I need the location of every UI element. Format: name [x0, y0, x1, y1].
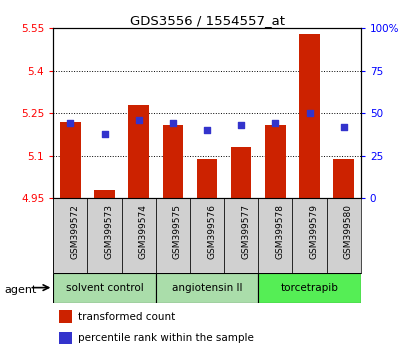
Point — [135, 117, 142, 123]
Bar — [162, 125, 183, 198]
Point — [272, 121, 278, 126]
Text: angiotensin II: angiotensin II — [171, 282, 242, 293]
Text: GSM399580: GSM399580 — [343, 204, 352, 259]
Bar — [230, 147, 251, 198]
Bar — [258, 198, 292, 273]
Point — [203, 127, 210, 133]
Bar — [265, 125, 285, 198]
Bar — [326, 198, 360, 273]
Bar — [59, 310, 72, 323]
Point — [306, 110, 312, 116]
Bar — [128, 105, 148, 198]
Bar — [155, 273, 258, 303]
Text: solvent control: solvent control — [65, 282, 143, 293]
Bar — [196, 159, 217, 198]
Bar — [94, 190, 115, 198]
Bar — [60, 122, 81, 198]
Bar — [189, 198, 224, 273]
Text: GSM399575: GSM399575 — [173, 204, 182, 259]
Text: GSM399578: GSM399578 — [275, 204, 284, 259]
Point — [339, 124, 346, 130]
Point — [67, 121, 74, 126]
Text: GSM399573: GSM399573 — [104, 204, 113, 259]
Bar — [299, 34, 319, 198]
Text: percentile rank within the sample: percentile rank within the sample — [78, 333, 253, 343]
Text: GSM399574: GSM399574 — [138, 204, 147, 259]
Point — [101, 131, 108, 137]
Bar — [53, 198, 87, 273]
Bar — [155, 198, 189, 273]
Bar — [53, 273, 155, 303]
Text: GSM399572: GSM399572 — [70, 204, 79, 259]
Point — [169, 121, 176, 126]
Bar — [121, 198, 155, 273]
Bar — [224, 198, 258, 273]
Text: GSM399577: GSM399577 — [240, 204, 249, 259]
Text: torcetrapib: torcetrapib — [280, 282, 338, 293]
Bar — [59, 332, 72, 344]
Bar — [333, 159, 353, 198]
Point — [237, 122, 244, 128]
Bar — [292, 198, 326, 273]
Bar — [258, 273, 360, 303]
Title: GDS3556 / 1554557_at: GDS3556 / 1554557_at — [129, 14, 284, 27]
Text: GSM399579: GSM399579 — [309, 204, 318, 259]
Bar — [87, 198, 121, 273]
Text: agent: agent — [4, 285, 36, 295]
Text: GSM399576: GSM399576 — [207, 204, 216, 259]
Text: transformed count: transformed count — [78, 312, 175, 322]
